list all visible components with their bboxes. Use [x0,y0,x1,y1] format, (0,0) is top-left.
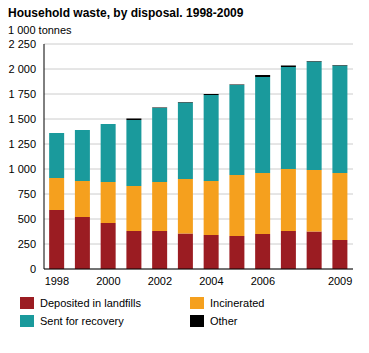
svg-text:1 000: 1 000 [8,163,36,175]
svg-text:750: 750 [18,188,36,200]
svg-text:2004: 2004 [199,275,223,287]
svg-text:250: 250 [18,238,36,250]
html-text:Sent for recovery: Sent for recovery [40,315,124,327]
html-text:Household waste, by disposal.: Household waste, by disposal. 1998-2009 [8,6,244,20]
svg-text:1 500: 1 500 [8,113,36,125]
svg-text:2 000: 2 000 [8,63,36,75]
svg-text:2002: 2002 [148,275,172,287]
svg-text:2 250: 2 250 [8,38,36,50]
svg-text:1998: 1998 [45,275,69,287]
svg-text:2000: 2000 [96,275,120,287]
html-text:Deposited in landfills: Deposited in landfills [40,297,141,309]
svg-text:1 750: 1 750 [8,88,36,100]
svg-text:1 250: 1 250 [8,138,36,150]
html-text:Other: Other [210,315,238,327]
svg-text:2009: 2009 [328,275,352,287]
svg-text:2006: 2006 [251,275,275,287]
html-text:1 000 tonnes: 1 000 tonnes [8,24,72,36]
svg-text:500: 500 [18,213,36,225]
svg-text:0: 0 [30,263,36,275]
html-text:Incinerated: Incinerated [210,297,265,309]
